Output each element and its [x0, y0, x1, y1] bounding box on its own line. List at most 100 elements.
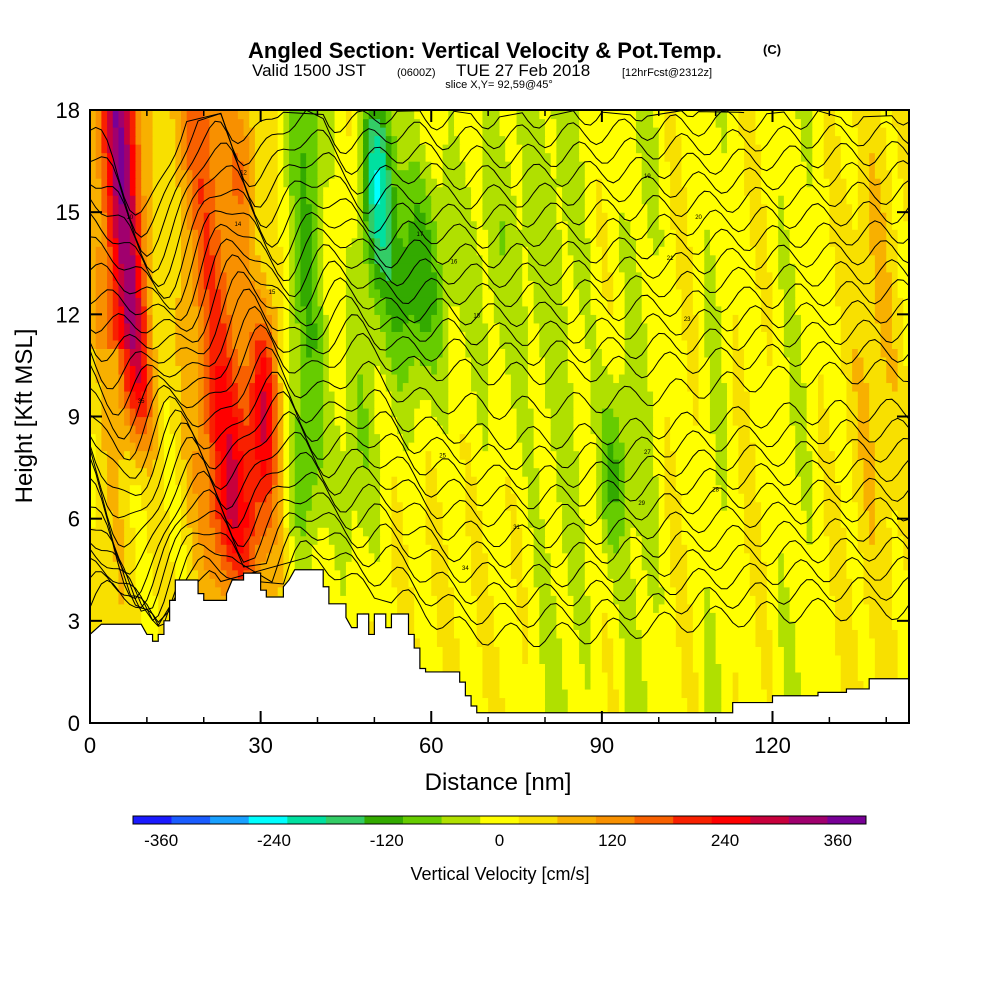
field-cell — [590, 603, 620, 613]
contour-label: 19 — [644, 174, 651, 180]
field-cell — [880, 331, 893, 341]
field-cell — [636, 110, 654, 120]
field-cell — [596, 237, 609, 247]
field-cell — [692, 254, 705, 264]
field-cell — [323, 229, 358, 239]
field-cell — [351, 127, 358, 137]
field-cell — [107, 280, 114, 290]
field-cell — [795, 637, 836, 647]
field-cell — [129, 152, 137, 162]
field-cell — [647, 697, 688, 707]
field-cell — [215, 280, 228, 290]
field-cell — [755, 459, 796, 469]
field-cell — [545, 365, 569, 375]
field-cell — [516, 433, 535, 443]
field-cell — [897, 161, 909, 171]
field-cell — [692, 603, 705, 613]
field-cell — [118, 331, 125, 341]
field-cell — [249, 501, 256, 511]
field-cell — [95, 501, 108, 511]
field-cell — [283, 246, 290, 256]
field-cell — [146, 212, 154, 222]
field-cell — [283, 339, 290, 349]
field-cell — [101, 390, 120, 401]
field-cell — [112, 135, 120, 145]
field-cell — [243, 476, 273, 486]
field-cell — [146, 305, 154, 315]
field-cell — [613, 407, 654, 418]
field-cell — [272, 322, 279, 332]
field-cell — [169, 535, 182, 545]
field-cell — [237, 110, 250, 120]
field-cell — [448, 407, 478, 418]
field-cell — [397, 595, 415, 605]
field-cell — [744, 178, 762, 188]
field-cell — [459, 450, 472, 460]
field-cell — [471, 578, 489, 588]
field-cell — [101, 118, 108, 128]
field-cell — [493, 314, 529, 324]
field-cell — [169, 399, 182, 409]
field-cell — [328, 586, 341, 596]
field-cell — [818, 399, 825, 409]
field-cell — [778, 552, 785, 562]
field-cell — [107, 288, 114, 298]
field-cell — [675, 127, 722, 137]
field-cell — [141, 246, 148, 256]
field-cell — [146, 203, 154, 213]
field-cell — [129, 237, 137, 247]
field-cell — [345, 442, 358, 452]
field-cell — [596, 493, 603, 503]
field-cell — [135, 178, 142, 188]
field-cell — [590, 365, 609, 375]
field-cell — [107, 212, 114, 222]
field-cell — [664, 144, 683, 154]
field-cell — [527, 331, 540, 341]
field-cell — [209, 510, 216, 520]
field-cell — [101, 442, 137, 452]
field-cell — [675, 620, 694, 630]
field-cell — [755, 612, 768, 622]
field-cell — [135, 127, 142, 137]
field-cell — [522, 637, 529, 647]
field-cell — [471, 382, 489, 392]
field-cell — [732, 671, 739, 682]
field-cell — [658, 135, 666, 145]
field-cell — [90, 578, 120, 588]
field-cell — [818, 373, 825, 384]
field-cell — [311, 484, 381, 494]
field-cell — [664, 450, 677, 460]
field-cell — [374, 144, 381, 154]
field-cell — [243, 195, 250, 205]
field-cell — [613, 288, 626, 298]
field-cell — [738, 442, 757, 452]
field-cell — [283, 373, 290, 384]
field-cell — [374, 220, 387, 230]
field-cell — [874, 280, 893, 290]
field-cell — [607, 365, 626, 375]
theta-contour — [90, 391, 909, 519]
field-cell — [749, 229, 768, 239]
field-cell — [146, 416, 154, 426]
field-cell — [294, 297, 302, 307]
field-cell — [829, 561, 848, 571]
field-cell — [744, 365, 791, 375]
field-cell — [90, 348, 97, 358]
field-cell — [391, 178, 427, 188]
field-cell — [823, 169, 842, 179]
field-cell — [294, 484, 313, 494]
field-cell — [152, 212, 182, 222]
field-cell — [510, 382, 529, 392]
field-cell — [783, 331, 802, 341]
field-cell — [272, 331, 279, 341]
field-cell — [129, 356, 142, 367]
field-cell — [681, 169, 745, 179]
field-cell — [556, 144, 580, 154]
field-cell — [198, 527, 216, 537]
field-cell — [812, 535, 830, 545]
field-cell — [266, 297, 273, 307]
field-cell — [607, 527, 626, 537]
field-cell — [857, 518, 870, 528]
field-cell — [471, 535, 484, 545]
